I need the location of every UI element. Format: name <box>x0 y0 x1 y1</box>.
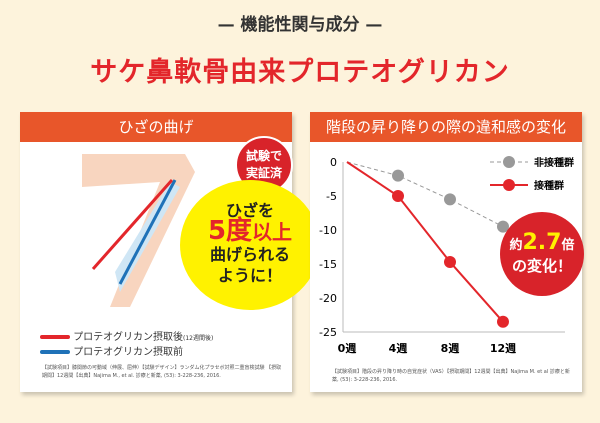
knee-callout: ひざを 5度以上 曲げられる ように！ <box>180 180 320 310</box>
x-tick-label: 8週 <box>441 341 460 355</box>
stairs-panel: 階段の昇り降りの際の違和感の変化 0 -5 -10 -15 -20 -25 0週 4週 8週 12… <box>310 112 584 392</box>
legend-marker <box>503 156 515 168</box>
x-tick-label: 12週 <box>490 341 516 355</box>
legend-label: プロテオグリカン摂取前 <box>73 347 183 358</box>
data-point <box>444 193 456 206</box>
badge-line: 実証済 <box>245 166 282 180</box>
series-line <box>346 161 504 228</box>
legend-sub: (12週間後) <box>183 335 214 342</box>
knee-footnote: 【試験項目】膝関節の可動域（伸展、屈伸）【試験デザイン】ランダム化プラセボ対照二… <box>42 365 282 379</box>
callout-highlight: 2.7 <box>522 230 562 255</box>
legend-label: 接種群 <box>534 179 564 192</box>
data-point <box>497 315 509 328</box>
knee-panel-title: ひざの曲げ <box>20 112 292 142</box>
data-point <box>392 190 404 202</box>
legend-marker <box>503 179 515 191</box>
callout-line: ように！ <box>217 266 282 285</box>
y-tick-label: 0 <box>330 156 337 169</box>
callout-line: 曲げられる <box>209 245 290 264</box>
series-line <box>346 161 504 323</box>
callout-highlight: 以上 <box>252 220 293 244</box>
y-tick-label: -5 <box>326 190 337 203</box>
ratio-callout: 約2.7倍 の変化！ <box>500 212 584 296</box>
y-tick-label: -20 <box>319 292 337 305</box>
y-tick-label: -25 <box>319 326 337 339</box>
callout-highlight: 5度 <box>207 216 253 246</box>
stairs-panel-title: 階段の昇り降りの際の違和感の変化 <box>310 112 582 142</box>
legend-label: 非接種群 <box>534 156 574 169</box>
y-tick-label: -15 <box>319 258 337 271</box>
stairs-footnote: 【試験項目】階段の昇り降り時の自覚症状（VAS）【摂取期間】12週間【出典】Na… <box>332 369 570 383</box>
badge-line: 試験で <box>245 149 282 163</box>
knee-panel: ひざの曲げ 試験で実証済 ひざを 5度以上 曲げられる ように！ プロテオグリカ… <box>20 112 320 392</box>
legend-label: プロテオグリカン摂取後 <box>73 332 183 343</box>
x-tick-label: 0週 <box>338 341 357 355</box>
knee-illustration <box>82 154 195 307</box>
callout-line: ひざを <box>225 201 274 220</box>
knee-legend: プロテオグリカン摂取後(12週間後) プロテオグリカン摂取前 <box>40 328 213 358</box>
data-point <box>444 255 456 268</box>
page-title: サケ鼻軟骨由来プロテオグリカン <box>90 57 510 88</box>
x-tick-label: 4週 <box>389 341 408 355</box>
data-point <box>497 220 509 233</box>
subtitle: — 機能性関与成分 — <box>217 15 383 35</box>
callout-text: 倍 <box>561 238 575 253</box>
callout-text: 約 <box>509 238 523 253</box>
data-point <box>392 169 404 182</box>
callout-text: の変化！ <box>511 257 572 275</box>
y-tick-label: -10 <box>319 224 337 237</box>
